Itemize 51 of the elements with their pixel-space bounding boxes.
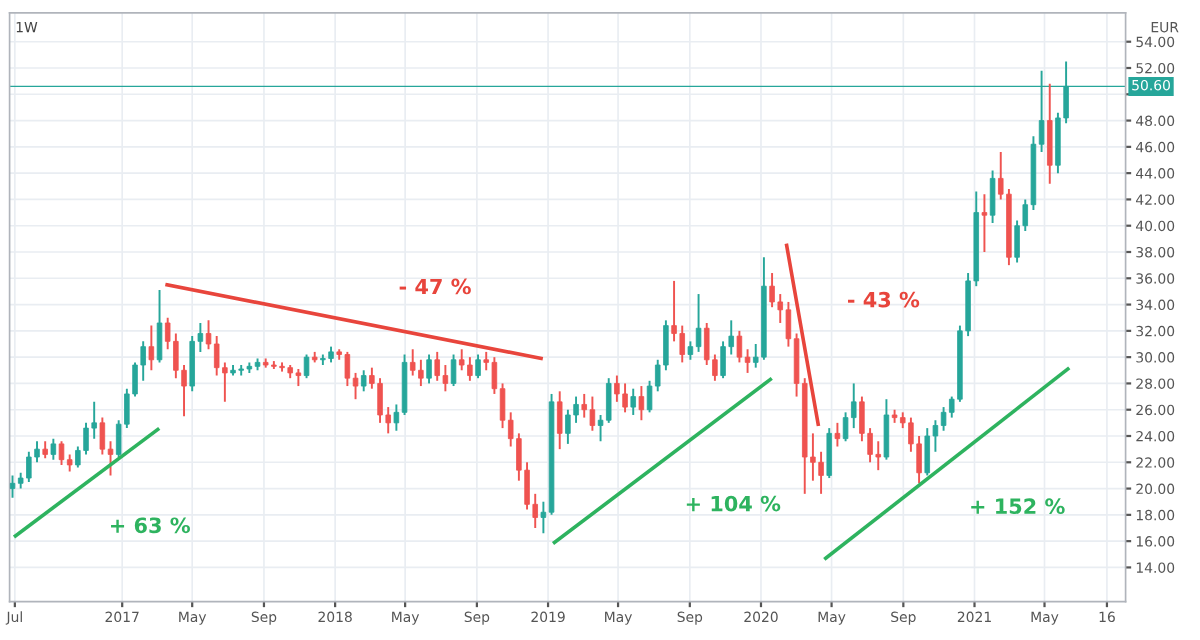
candlestick	[924, 427, 931, 477]
candlestick	[418, 358, 424, 388]
candlestick	[1047, 82, 1053, 185]
annotation: + 104 %	[686, 495, 781, 512]
candlestick	[981, 193, 988, 253]
candlestick	[450, 353, 457, 388]
annotation: + 63 %	[111, 517, 190, 534]
candlestick	[360, 369, 367, 393]
candlestick	[9, 474, 16, 499]
candlestick	[409, 348, 416, 377]
candlestick	[834, 421, 841, 448]
candlestick	[581, 392, 587, 419]
candlestick	[58, 440, 65, 466]
annotation: - 47 %	[399, 278, 471, 295]
candlestick	[50, 437, 57, 461]
candlestick	[589, 395, 596, 432]
candlestick	[556, 390, 563, 451]
candlestick	[377, 377, 383, 424]
candlestick	[630, 387, 636, 416]
candlestick	[622, 382, 628, 414]
candlestick	[679, 324, 685, 364]
candlestick	[940, 406, 947, 432]
candlestick	[475, 353, 481, 380]
candlestick	[769, 272, 775, 309]
candlestick	[826, 427, 832, 480]
candlestick	[426, 353, 432, 385]
candlestick	[989, 169, 996, 225]
candlestick	[434, 350, 440, 382]
candlestick	[156, 289, 163, 364]
candlestick	[875, 440, 881, 472]
candlestick	[720, 340, 726, 380]
candlestick	[695, 293, 702, 353]
annotation: + 152 %	[971, 498, 1065, 515]
candlestick	[736, 329, 743, 364]
candlestick	[344, 350, 351, 388]
candlestick	[26, 450, 32, 483]
candlestick	[442, 364, 449, 393]
candlestick	[189, 335, 195, 393]
candlestick	[148, 324, 155, 372]
candlestick	[99, 416, 106, 456]
candlestick	[614, 374, 620, 403]
candlestick	[605, 377, 612, 424]
candlestick	[638, 385, 645, 422]
candlestick	[303, 353, 310, 380]
candlestick	[467, 356, 473, 382]
candlestick	[883, 398, 890, 461]
annotation: - 43 %	[847, 291, 920, 308]
candlestick	[213, 335, 220, 377]
candlestick	[818, 450, 824, 495]
candlestick	[565, 408, 571, 445]
candlestick	[458, 348, 465, 372]
